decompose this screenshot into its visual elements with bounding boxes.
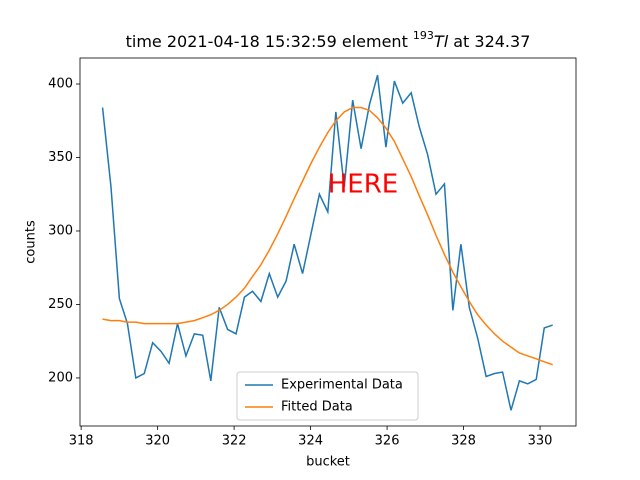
x-tick-label: 328 <box>451 434 476 449</box>
title-isotope: 193 <box>413 29 434 42</box>
legend-box <box>236 371 419 421</box>
y-tick-label: 250 <box>48 297 73 312</box>
x-tick-label: 330 <box>528 434 553 449</box>
title-symbol: Tl <box>434 32 449 51</box>
annotation: HERE <box>328 170 398 200</box>
x-tick-label: 322 <box>222 434 247 449</box>
data-line <box>102 106 553 366</box>
x-axis-label: bucket <box>306 455 350 470</box>
legend-label: Experimental Data <box>281 378 403 393</box>
y-axis-label: counts <box>24 220 39 264</box>
x-tick-label: 318 <box>69 434 94 449</box>
x-tick-label: 324 <box>298 434 323 449</box>
x-tick-label: 326 <box>375 434 400 449</box>
plot-frame <box>79 57 577 427</box>
legend-label: Fitted Data <box>281 400 353 415</box>
title-suffix: at 324.37 <box>448 32 530 51</box>
y-tick-label: 400 <box>48 77 73 92</box>
x-tick-label: 320 <box>145 434 170 449</box>
chart-title: time 2021-04-18 15:32:59 element 193Tl a… <box>126 29 531 51</box>
y-tick-label: 350 <box>48 150 73 165</box>
y-tick-label: 200 <box>48 370 73 385</box>
title-prefix: time 2021-04-18 15:32:59 element <box>126 32 413 51</box>
y-tick-label: 300 <box>48 223 73 238</box>
